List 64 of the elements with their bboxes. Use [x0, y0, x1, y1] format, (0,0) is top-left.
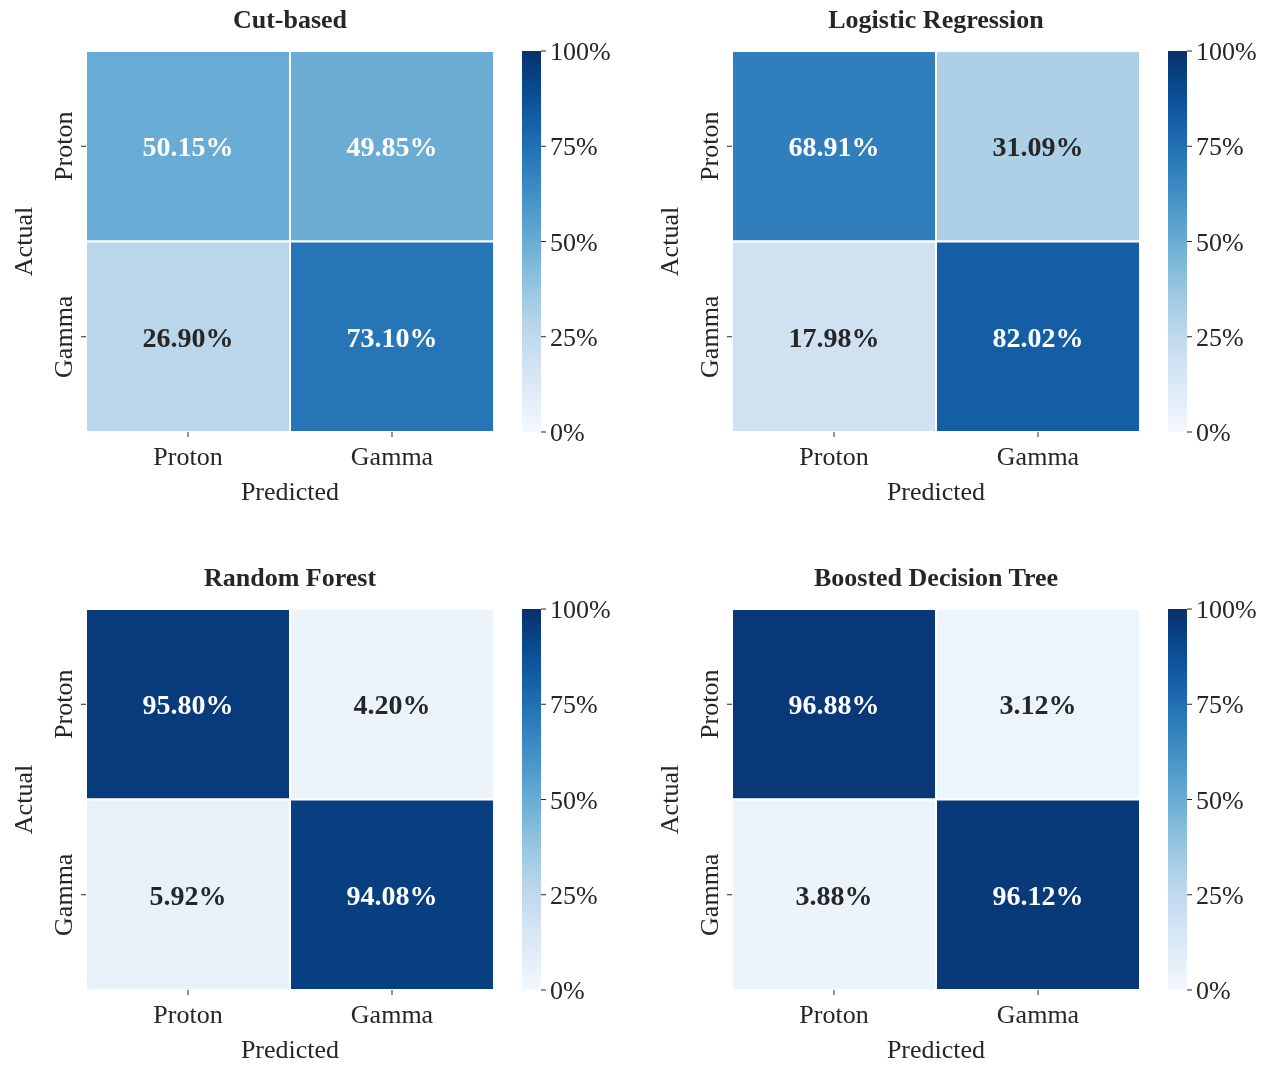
data-label: 4.20% — [353, 689, 431, 721]
color-bar-label: 0% — [1196, 976, 1231, 1006]
color-bar-label: 100% — [1196, 37, 1257, 67]
y-tick-label: Gamma — [49, 853, 78, 936]
data-label: 96.88% — [788, 689, 880, 721]
data-label: 68.91% — [788, 131, 880, 163]
y-axis-title: Actual — [655, 206, 684, 277]
data-label: 17.98% — [788, 321, 880, 353]
data-label: 94.08% — [346, 879, 438, 911]
x-tick-label: Gamma — [996, 442, 1080, 471]
x-tick-label: Proton — [153, 442, 223, 471]
color-bar-label: 25% — [1196, 322, 1244, 352]
color-bar-label: 75% — [550, 690, 598, 720]
y-tick-label: Proton — [695, 669, 724, 739]
y-tick-label: Gamma — [695, 295, 724, 378]
data-label: 3.88% — [795, 879, 873, 911]
color-bar-label: 0% — [550, 418, 585, 448]
x-tick-label: Proton — [799, 1000, 869, 1029]
color-bar-label: 75% — [550, 132, 598, 162]
color-bar-label: 50% — [1196, 227, 1244, 257]
data-label: 82.02% — [992, 321, 1084, 353]
data-label: 73.10% — [346, 321, 438, 353]
color-bar-label: 25% — [550, 322, 598, 352]
data-label: 50.15% — [142, 131, 234, 163]
color-bar-label: 75% — [1196, 690, 1244, 720]
data-label: 31.09% — [992, 131, 1084, 163]
chart-title: Cut-based — [232, 5, 348, 34]
x-axis-title: Predicted — [240, 1035, 340, 1064]
color-bar-label: 100% — [550, 37, 611, 67]
color-bar-label: 25% — [1196, 880, 1244, 910]
data-label: 26.90% — [142, 321, 234, 353]
color-bar-label: 50% — [550, 227, 598, 257]
color-bar-label: 75% — [1196, 132, 1244, 162]
x-axis-title: Predicted — [886, 1035, 986, 1064]
data-label: 96.12% — [992, 879, 1084, 911]
y-tick-label: Gamma — [49, 295, 78, 378]
color-bar-label: 0% — [550, 976, 585, 1006]
x-tick-label: Gamma — [350, 442, 434, 471]
y-axis-title: Actual — [9, 764, 38, 835]
y-tick-label: Proton — [695, 111, 724, 181]
chart-title: Logistic Regression — [828, 5, 1045, 34]
color-bar-label: 50% — [550, 785, 598, 815]
y-tick-label: Proton — [49, 669, 78, 739]
data-label: 5.92% — [149, 879, 227, 911]
x-tick-label: Gamma — [350, 1000, 434, 1029]
color-bar-label: 100% — [550, 595, 611, 625]
color-bar-label: 50% — [1196, 785, 1244, 815]
y-axis-title: Actual — [9, 206, 38, 277]
x-axis-title: Predicted — [240, 477, 340, 506]
data-label: 95.80% — [142, 689, 234, 721]
y-tick-label: Proton — [49, 111, 78, 181]
color-bar-label: 0% — [1196, 418, 1231, 448]
x-axis-title: Predicted — [886, 477, 986, 506]
color-bar-label: 100% — [1196, 595, 1257, 625]
data-label: 49.85% — [346, 131, 438, 163]
y-axis-title: Actual — [655, 764, 684, 835]
chart-title: Random Forest — [203, 563, 377, 592]
chart-title: Boosted Decision Tree — [813, 563, 1059, 592]
color-bar-label: 25% — [550, 880, 598, 910]
x-tick-label: Proton — [153, 1000, 223, 1029]
data-label: 3.12% — [999, 689, 1077, 721]
x-tick-label: Gamma — [996, 1000, 1080, 1029]
x-tick-label: Proton — [799, 442, 869, 471]
y-tick-label: Gamma — [695, 853, 724, 936]
